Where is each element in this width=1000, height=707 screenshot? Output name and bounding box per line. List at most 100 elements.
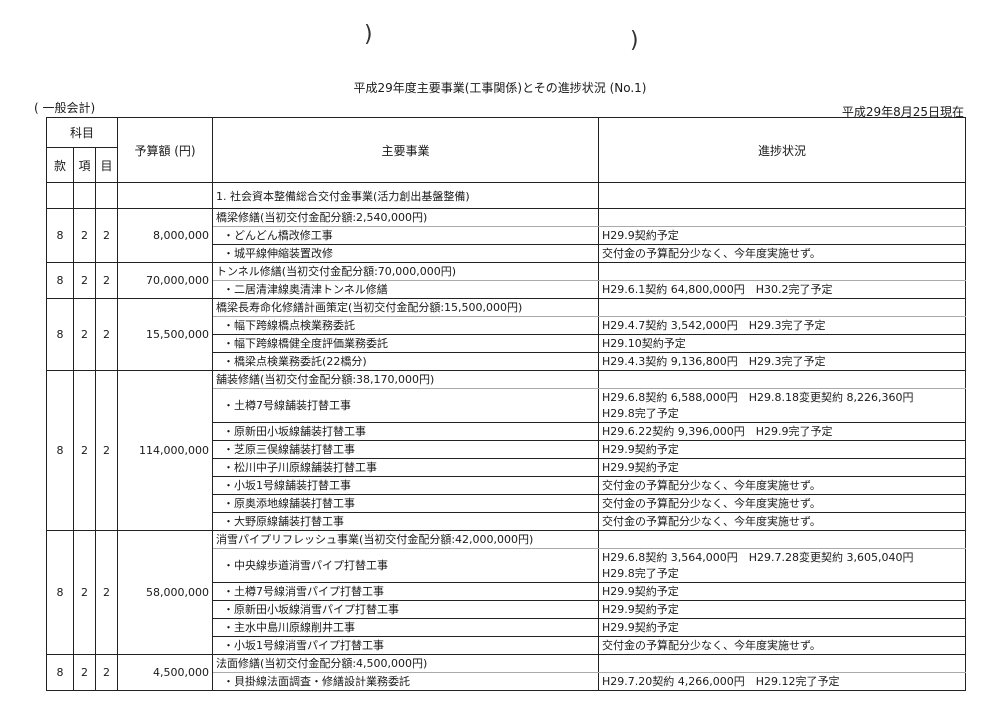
project-name: ・貝掛線法面調査・修繕設計業務委託	[212, 672, 600, 691]
subproject-title: 橋梁長寿命化修繕計画策定(当初交付金配分額:15,500,000円)	[212, 298, 600, 317]
progress-text: H29.9契約予定	[602, 620, 679, 634]
table-row: ・芝原三俣線舗装打替工事 H29.9契約予定	[47, 440, 967, 459]
kou-cell: 2	[73, 208, 96, 263]
subproject-title: 舗装修繕(当初交付金配分額:38,170,000円)	[212, 370, 600, 389]
empty-cell	[598, 182, 967, 209]
progress-text: H29.6.8契約 6,588,000円 H29.8.18変更契約 8,226,…	[602, 390, 914, 404]
group-header-row: 8 2 2 70,000,000 トンネル修繕(当初交付金配分額:70,000,000円…	[46, 262, 967, 299]
project-name: ・原新田小坂線舗装打替工事	[212, 422, 600, 441]
project-name: ・松川中子川原線舗装打替工事	[212, 458, 600, 477]
group-header-row: 8 2 2 114,000,000 舗装修繕(当初交付金配分額:38,170,000円)	[46, 370, 967, 531]
table-row: ・小坂1号線消雪パイプ打替工事 交付金の予算配分少なく、今年度実施せず。	[47, 636, 967, 655]
progress-cell: H29.9契約予定	[598, 618, 967, 637]
progress-text: 交付金の予算配分少なく、今年度実施せず。	[602, 514, 821, 528]
kan-cell: 8	[46, 654, 74, 691]
progress-cell: H29.6.8契約 3,564,000円 H29.7.28変更契約 3,605,…	[598, 548, 967, 583]
moku-cell: 2	[94, 208, 119, 263]
subproject-title: 消雪パイプリフレッシュ事業(当初交付金配分額:42,000,000円)	[212, 530, 600, 549]
empty-cell	[598, 370, 967, 389]
project-name: ・どんどん橋改修工事	[212, 226, 600, 245]
project-name: ・大野原線舗装打替工事	[212, 512, 600, 531]
as-of-date: 平成29年8月25日現在	[841, 105, 964, 119]
project-name: ・原奥添地線舗装打替工事	[212, 494, 600, 513]
table-row: ・二居清津線奥清津トンネル修繕 H29.6.1契約 64,800,000円 H30…	[47, 280, 967, 299]
project-name: ・原新田小坂線消雪パイプ打替工事	[212, 600, 600, 619]
project-name: ・小坂1号線消雪パイプ打替工事	[212, 636, 600, 655]
project-name: ・幅下跨線橋健全度評価業務委託	[212, 334, 600, 353]
budget-cell: 70,000,000	[117, 262, 214, 299]
kou-cell: 2	[73, 530, 96, 655]
table-row: ・橋梁点検業務委託(22橋分) H29.4.3契約 9,136,800円 H29.…	[47, 352, 967, 371]
progress-text: 交付金の予算配分少なく、今年度実施せず。	[602, 246, 821, 260]
empty-cell	[46, 182, 74, 209]
project-name: ・二居清津線奥清津トンネル修繕	[212, 280, 600, 299]
table-row: ・どんどん橋改修工事 H29.9契約予定	[47, 226, 967, 245]
table-row: ・幅下跨線橋健全度評価業務委託 H29.10契約予定	[47, 334, 967, 353]
progress-text: H29.6.22契約 9,396,000円 H29.9完了予定	[602, 424, 833, 438]
group-header-row: 8 2 2 4,500,000 法面修繕(当初交付金配分額:4,500,000円)	[46, 654, 967, 691]
empty-cell	[73, 182, 96, 209]
project-name: ・中央線歩道消雪パイプ打替工事	[212, 548, 600, 583]
empty-cell	[598, 654, 967, 673]
project-name: ・小坂1号線舗装打替工事	[212, 476, 600, 495]
progress-text: H29.9契約予定	[602, 602, 679, 616]
kou-cell: 2	[73, 370, 96, 531]
moku-cell: 2	[94, 298, 119, 371]
progress-cell: H29.9契約予定	[598, 440, 967, 459]
progress-text: H29.9契約予定	[602, 442, 679, 456]
progress-cell: H29.4.7契約 3,542,000円 H29.3完了予定	[598, 316, 967, 335]
project-name: ・幅下跨線橋点検業務委託	[212, 316, 600, 335]
progress-cell: H29.10契約予定	[598, 334, 967, 353]
table-row: ・城平線伸縮装置改修 交付金の予算配分少なく、今年度実施せず。	[47, 244, 967, 263]
account-label: ( 一般会計)	[34, 101, 96, 115]
project-name: ・土樽7号線消雪パイプ打替工事	[212, 582, 600, 601]
progress-cell: 交付金の予算配分少なく、今年度実施せず。	[598, 476, 967, 495]
project-name: ・城平線伸縮装置改修	[212, 244, 600, 263]
header-project: 主要事業	[212, 117, 600, 183]
table-row: ・土樽7号線舗装打替工事 H29.6.8契約 6,588,000円 H29.8.1…	[47, 388, 967, 423]
scan-mark: )	[630, 28, 639, 53]
progress-cell: H29.9契約予定	[598, 226, 967, 245]
progress-text: 交付金の予算配分少なく、今年度実施せず。	[602, 496, 821, 510]
budget-cell: 58,000,000	[117, 530, 214, 655]
table-row: ・中央線歩道消雪パイプ打替工事 H29.6.8契約 3,564,000円 H29.…	[47, 548, 967, 583]
kou-cell: 2	[73, 298, 96, 371]
header-moku: 目	[94, 147, 119, 183]
progress-text: H29.4.3契約 9,136,800円 H29.3完了予定	[602, 354, 826, 368]
document-title: 平成29年度主要事業(工事関係)とその進捗状況 (No.1)	[353, 81, 647, 95]
project-name: ・主水中島川原線削井工事	[212, 618, 600, 637]
empty-cell	[117, 182, 214, 209]
progress-cell: H29.7.20契約 4,266,000円 H29.12完了予定	[598, 672, 967, 691]
header-kamoku: 科目	[45, 117, 119, 148]
progress-cell: 交付金の予算配分少なく、今年度実施せず。	[598, 636, 967, 655]
progress-text: H29.4.7契約 3,542,000円 H29.3完了予定	[602, 318, 826, 332]
progress-cell: 交付金の予算配分少なく、今年度実施せず。	[598, 512, 967, 531]
progress-text: H29.6.8契約 3,564,000円 H29.7.28変更契約 3,605,…	[602, 550, 914, 564]
progress-cell: H29.6.22契約 9,396,000円 H29.9完了予定	[598, 422, 967, 441]
progress-text: 交付金の予算配分少なく、今年度実施せず。	[602, 478, 821, 492]
budget-cell: 15,500,000	[117, 298, 214, 371]
progress-text: H29.9契約予定	[602, 460, 679, 474]
progress-text: 交付金の予算配分少なく、今年度実施せず。	[602, 638, 821, 652]
progress-cell: 交付金の予算配分少なく、今年度実施せず。	[598, 494, 967, 513]
group-header-row: 8 2 2 15,500,000 橋梁長寿命化修繕計画策定(当初交付金配分額:15,50…	[46, 298, 967, 371]
scan-mark: )	[364, 22, 373, 47]
subproject-title: 法面修繕(当初交付金配分額:4,500,000円)	[212, 654, 600, 673]
progress-text: H29.6.1契約 64,800,000円 H30.2完了予定	[602, 282, 833, 296]
progress-cell: H29.9契約予定	[598, 458, 967, 477]
moku-cell: 2	[94, 654, 119, 691]
header-kou: 項	[73, 147, 96, 183]
projects-table: 科目 予算額 (円) 主要事業 進捗状況 款 項 目 1. 社会資本整備総合交付…	[45, 117, 967, 691]
progress-text: H29.8完了予定	[602, 406, 679, 420]
progress-text: H29.7.20契約 4,266,000円 H29.12完了予定	[602, 674, 840, 688]
table-row: ・小坂1号線舗装打替工事 交付金の予算配分少なく、今年度実施せず。	[47, 476, 967, 495]
empty-cell	[598, 530, 967, 549]
progress-text: H29.9契約予定	[602, 228, 679, 242]
kan-cell: 8	[46, 370, 74, 531]
project-name: ・橋梁点検業務委託(22橋分)	[212, 352, 600, 371]
progress-cell: H29.9契約予定	[598, 582, 967, 601]
kan-cell: 8	[46, 208, 74, 263]
progress-cell: H29.4.3契約 9,136,800円 H29.3完了予定	[598, 352, 967, 371]
kan-cell: 8	[46, 530, 74, 655]
empty-cell	[598, 262, 967, 281]
